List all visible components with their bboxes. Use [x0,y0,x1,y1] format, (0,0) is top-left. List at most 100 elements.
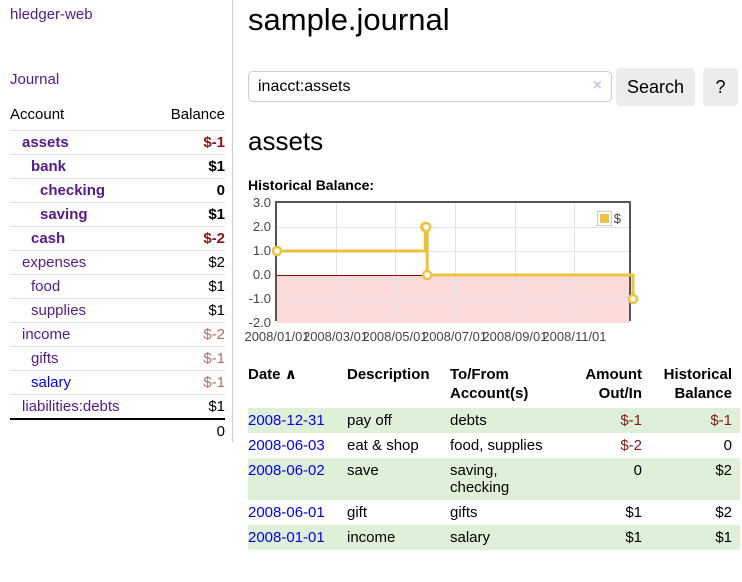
account-table-header: Account Balance [10,104,225,131]
account-row-food: food $1 [10,274,225,299]
search-button[interactable]: Search [616,68,695,106]
account-row-supplies: supplies $1 [10,298,225,323]
balance-column-header: Historical Balance [663,366,732,402]
vertical-gridline [335,203,337,319]
tofrom-column-header: To/From Account(s) [450,366,529,402]
legend-swatch-fill [599,214,609,223]
y-tick-label: 1.0 [252,243,271,258]
vertical-gridline [574,203,576,319]
search-input[interactable] [248,71,612,102]
y-tick-label: 0.0 [252,267,271,282]
account-link-salary[interactable]: salary [10,370,154,395]
transaction-description: income [347,529,396,546]
account-link-gifts[interactable]: gifts [10,346,154,371]
date-column-header[interactable]: Date ∧ [248,366,297,383]
total-spacer [10,418,154,443]
transaction-amount: $1 [625,529,642,546]
x-tick-label: 2008/05/01 [362,329,428,344]
account-link-bank[interactable]: bank [10,154,154,179]
account-balance: $1 [153,298,225,323]
transaction-amount: $1 [625,504,642,521]
account-total-row: 0 [10,418,225,443]
account-link-liabilities-debts[interactable]: liabilities:debts [10,394,154,419]
search-box: × [248,71,612,102]
transaction-balance: $2 [715,504,732,521]
horizontal-gridline [277,299,629,300]
account-link-checking[interactable]: checking [10,178,154,203]
transaction-description: gift [347,504,368,521]
transaction-accounts: saving, checking [450,462,510,496]
account-link-expenses[interactable]: expenses [10,250,154,275]
vertical-gridline [395,203,397,319]
transaction-date-link[interactable]: 2008-06-02 [248,462,325,479]
account-link-saving[interactable]: saving [10,202,154,227]
transaction-accounts: gifts [450,504,478,521]
transaction-balance: 0 [723,437,732,454]
transaction-date-link[interactable]: 2008-01-01 [248,529,325,546]
sidebar-item-journal[interactable]: Journal [10,71,60,88]
amount-column-header: Amount Out/In [585,366,642,402]
transaction-amount: $-1 [620,412,642,429]
account-row-checking: checking 0 [10,178,225,203]
account-link-food[interactable]: food [10,274,154,299]
transaction-description: eat & shop [347,437,419,454]
transaction-accounts: food, supplies [450,437,543,454]
help-button[interactable]: ? [703,68,738,106]
register-row: 2008-06-02 save saving, checking 0 $2 [248,458,740,500]
sort-asc-icon: ∧ [284,366,297,383]
chart-legend: $ [596,211,621,226]
horizontal-gridline [277,251,629,252]
clear-search-icon[interactable]: × [592,77,602,94]
account-balance: $1 [153,154,225,179]
transaction-balance: $-1 [710,412,732,429]
data-point-marker [271,245,283,257]
y-tick-label: -2.0 [248,315,271,330]
transaction-amount: 0 [633,462,642,479]
app-title-link[interactable]: hledger-web [10,6,93,23]
chart-plot: $ [271,201,639,323]
account-row-saving: saving $1 [10,202,225,227]
register-row: 2008-01-01 income salary $1 $1 [248,525,740,550]
register-header-row: Date ∧ Description To/From Account(s) Amo… [248,362,740,408]
account-row-cash: cash $-2 [10,226,225,251]
account-balance: $-1 [153,370,225,395]
register-row: 2008-06-03 eat & shop food, supplies $-2… [248,433,740,458]
account-row-expenses: expenses $2 [10,250,225,275]
x-tick-label: 2008/07/01 [421,329,488,344]
total-balance: 0 [153,418,225,443]
transaction-date-link[interactable]: 2008-06-01 [248,504,325,521]
data-point-marker [627,293,639,305]
transaction-date-link[interactable]: 2008-12-31 [248,412,325,429]
account-balance-table: Account Balance assets $-1 bank $1 check… [10,104,225,443]
y-tick-label: -1.0 [248,291,271,306]
data-point-marker [420,221,432,233]
x-tick-label: 2008/11/01 [542,329,607,344]
page-title: sample.journal [248,2,450,37]
account-balance: $-1 [153,130,225,155]
account-link-income[interactable]: income [10,322,154,347]
account-row-income: income $-2 [10,322,225,347]
account-column-header: Account [10,106,65,123]
account-link-supplies[interactable]: supplies [10,298,154,323]
transaction-date-link[interactable]: 2008-06-03 [248,437,325,454]
account-link-assets[interactable]: assets [10,130,154,155]
legend-label: $ [613,211,621,226]
y-tick-label: 2.0 [252,219,271,234]
chart-title: Historical Balance: [248,177,375,193]
account-row-liabilities-debts: liabilities:debts $1 [10,394,225,419]
sidebar-divider [232,0,233,442]
vertical-gridline [454,203,456,319]
account-link-cash[interactable]: cash [10,226,154,251]
account-balance: $-2 [153,322,225,347]
register-row: 2008-12-31 pay off debts $-1 $-1 [248,408,740,433]
account-balance: $2 [153,250,225,275]
register-row: 2008-06-01 gift gifts $1 $2 [248,500,740,525]
register-table: Date ∧ Description To/From Account(s) Amo… [248,362,740,550]
transaction-description: save [347,462,379,479]
x-tick-label: 2008/03/01 [302,329,369,344]
vertical-gridline [514,203,516,319]
data-point-marker [421,269,433,281]
y-tick-label: 3.0 [252,195,271,210]
transaction-accounts: debts [450,412,487,429]
